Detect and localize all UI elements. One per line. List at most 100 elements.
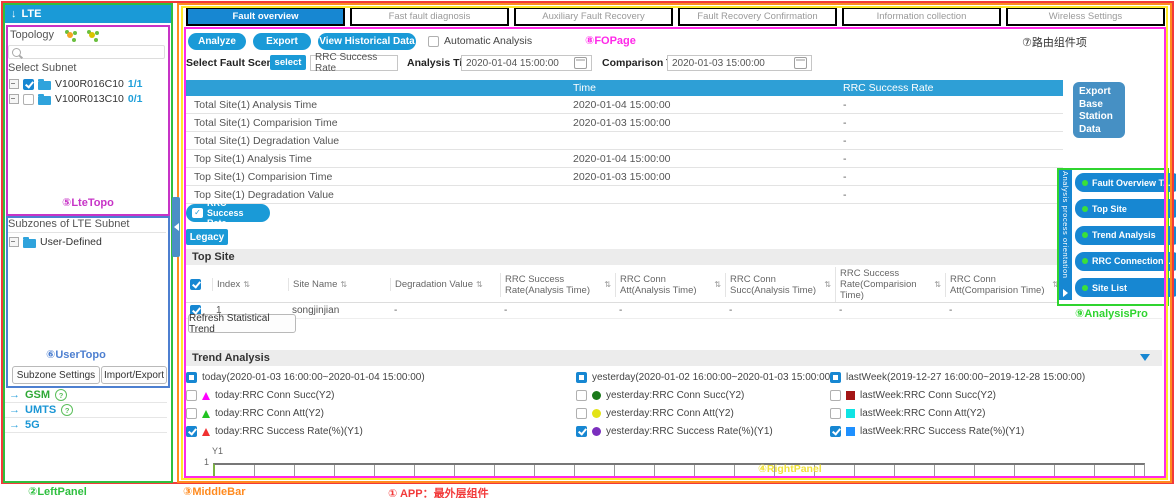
legend-item[interactable]: lastWeek:RRC Conn Succ(Y2)	[830, 390, 996, 401]
table-row[interactable]: Top Site(1) Analysis Time 2020-01-04 15:…	[186, 150, 1063, 168]
table-row[interactable]: Total Site(1) Comparision Time 2020-01-0…	[186, 114, 1063, 132]
calendar-icon[interactable]	[574, 57, 587, 69]
header-time[interactable]: Time	[573, 82, 596, 94]
refresh-statistical-trend-button[interactable]: Refresh Statistical Trend	[188, 313, 296, 335]
nav-rrc-connection-button[interactable]: RRC Connection ...	[1075, 251, 1176, 271]
sort-icon[interactable]: ⇅	[934, 280, 941, 289]
series-checkbox[interactable]	[186, 426, 197, 437]
legend-group-yesterday[interactable]: yesterday(2020-01-02 16:00:00~2020-01-03…	[576, 372, 834, 383]
import-export-button[interactable]: Import/Export	[101, 366, 167, 384]
network-label[interactable]: UMTS	[25, 404, 57, 416]
col-rrc-success-rate-comparision[interactable]: RRC Success Rate(Comparision Time) ⇅	[835, 267, 945, 302]
series-checkbox[interactable]	[576, 408, 587, 419]
legend-item[interactable]: lastWeek:RRC Success Rate(%)(Y1)	[830, 426, 1024, 437]
subnet-tree-row[interactable]: V100R016C10 1/1	[9, 78, 143, 90]
col-site-name[interactable]: Site Name ⇅	[288, 278, 390, 291]
legend-item[interactable]: today:RRC Conn Att(Y2)	[186, 408, 324, 419]
nav-trend-analysis-button[interactable]: Trend Analysis	[1075, 225, 1176, 245]
export-button[interactable]: Export	[253, 33, 311, 50]
analysis-time-field[interactable]: 2020-01-04 15:00:00	[461, 55, 592, 71]
collapse-topology-icon[interactable]	[86, 29, 98, 41]
legend-item[interactable]: lastWeek:RRC Conn Att(Y2)	[830, 408, 985, 419]
nav-top-site-button[interactable]: Top Site	[1075, 199, 1176, 219]
tab-fast-fault-diagnosis[interactable]: Fast fault diagnosis	[350, 7, 509, 26]
automatic-analysis-checkbox[interactable]	[428, 35, 439, 47]
series-checkbox[interactable]	[576, 426, 587, 437]
tree-expander-icon[interactable]	[9, 79, 19, 89]
legacy-button[interactable]: Legacy	[186, 229, 228, 245]
network-item-5g[interactable]: → 5G	[5, 418, 167, 433]
collapse-section-icon[interactable]	[1140, 354, 1150, 361]
subnet-name[interactable]: V100R013C10	[55, 93, 124, 105]
group-checkbox[interactable]	[830, 372, 841, 383]
col-rrc-conn-succ-analysis[interactable]: RRC Conn Succ(Analysis Time) ⇅	[725, 272, 835, 297]
tab-fault-recovery-confirmation[interactable]: Fault Recovery Confirmation	[678, 7, 837, 26]
sort-icon[interactable]: ⇅	[243, 280, 250, 289]
series-checkbox[interactable]	[576, 390, 587, 401]
subnet-search-input[interactable]	[8, 45, 165, 59]
rrc-success-rate-button[interactable]: ✓ RRC Success Rate	[186, 198, 270, 228]
subzone-row[interactable]: User-Defined	[9, 236, 102, 248]
export-base-station-data-button[interactable]: Export Base Station Data	[1073, 82, 1125, 138]
series-checkbox[interactable]	[830, 426, 841, 437]
view-historical-data-button[interactable]: View Historical Data	[318, 33, 416, 50]
sort-icon[interactable]: ⇅	[824, 280, 831, 289]
panel-splitter-handle[interactable]	[172, 197, 180, 257]
col-rrc-conn-att-comparision[interactable]: RRC Conn Att(Comparision Time) ⇅	[945, 272, 1063, 297]
subzone-name[interactable]: User-Defined	[40, 236, 102, 248]
lte-panel-header[interactable]: ↓ LTE	[4, 4, 171, 23]
series-checkbox[interactable]	[186, 390, 197, 401]
sort-icon[interactable]: ⇅	[714, 280, 721, 289]
top-site-row[interactable]: 1 songjinjian - - - - - -	[186, 303, 1162, 319]
select-all-checkbox[interactable]	[190, 279, 201, 290]
sort-icon[interactable]: ⇅	[476, 280, 483, 289]
legend-item[interactable]: today:RRC Conn Succ(Y2)	[186, 390, 335, 401]
header-rrc[interactable]: RRC Success Rate	[843, 82, 934, 94]
col-rrc-conn-att-analysis[interactable]: RRC Conn Att(Analysis Time) ⇅	[615, 272, 725, 297]
tab-information-collection[interactable]: Information collection	[842, 7, 1001, 26]
legend-item[interactable]: yesterday:RRC Conn Succ(Y2)	[576, 390, 744, 401]
scenario-value-field[interactable]: RRC Success Rate	[310, 52, 398, 74]
tree-expander-icon[interactable]	[9, 237, 19, 247]
expand-topology-icon[interactable]	[64, 29, 76, 41]
col-rrc-success-rate-analysis[interactable]: RRC Success Rate(Analysis Time) ⇅	[500, 272, 615, 297]
network-label[interactable]: GSM	[25, 389, 51, 401]
table-row[interactable]: Total Site(1) Analysis Time 2020-01-04 1…	[186, 96, 1063, 114]
help-icon[interactable]: ?	[55, 389, 68, 401]
table-row[interactable]: Top Site(1) Degradation Value -	[186, 186, 1063, 204]
network-item-gsm[interactable]: → GSM ?	[5, 388, 167, 403]
subnet-checkbox[interactable]	[23, 93, 34, 105]
tab-auxiliary-fault-recovery[interactable]: Auxiliary Fault Recovery	[514, 7, 673, 26]
tab-wireless-settings[interactable]: Wireless Settings	[1006, 7, 1165, 26]
legend-group-lastweek[interactable]: lastWeek(2019-12-27 16:00:00~2019-12-28 …	[830, 372, 1085, 383]
legend-item[interactable]: yesterday:RRC Conn Att(Y2)	[576, 408, 734, 419]
nav-site-list-button[interactable]: Site List	[1075, 278, 1176, 297]
nav-fault-overview-button[interactable]: Fault Overview T...	[1075, 173, 1176, 192]
sort-icon[interactable]: ⇅	[340, 280, 348, 289]
legend-item[interactable]: yesterday:RRC Success Rate(%)(Y1)	[576, 426, 773, 437]
legend-item[interactable]: today:RRC Success Rate(%)(Y1)	[186, 426, 363, 437]
series-checkbox[interactable]	[830, 408, 841, 419]
analyze-button[interactable]: Analyze	[188, 33, 246, 50]
tab-fault-overview[interactable]: Fault overview	[186, 7, 345, 26]
col-index[interactable]: Index ⇅	[212, 278, 288, 291]
group-checkbox[interactable]	[186, 372, 197, 383]
series-checkbox[interactable]	[830, 390, 841, 401]
scenario-select-button[interactable]: select	[270, 55, 306, 70]
calendar-icon[interactable]	[794, 57, 807, 69]
network-label[interactable]: 5G	[25, 419, 40, 431]
subnet-tree-row[interactable]: V100R013C10 0/1	[9, 93, 143, 105]
comparison-time-field[interactable]: 2020-01-03 15:00:00	[667, 55, 812, 71]
network-item-umts[interactable]: → UMTS ?	[5, 403, 167, 418]
expand-right-icon[interactable]	[1063, 289, 1068, 297]
sort-icon[interactable]: ⇅	[1052, 280, 1059, 289]
col-degradation-value[interactable]: Degradation Value ⇅	[390, 278, 500, 291]
subnet-name[interactable]: V100R016C10	[55, 78, 124, 90]
sort-icon[interactable]: ⇅	[604, 280, 611, 289]
tree-expander-icon[interactable]	[9, 94, 19, 104]
legend-group-today[interactable]: today(2020-01-03 16:00:00~2020-01-04 15:…	[186, 372, 425, 383]
help-icon[interactable]: ?	[61, 404, 74, 416]
subzone-settings-button[interactable]: Subzone Settings	[12, 366, 100, 384]
table-row[interactable]: Top Site(1) Comparision Time 2020-01-03 …	[186, 168, 1063, 186]
group-checkbox[interactable]	[576, 372, 587, 383]
